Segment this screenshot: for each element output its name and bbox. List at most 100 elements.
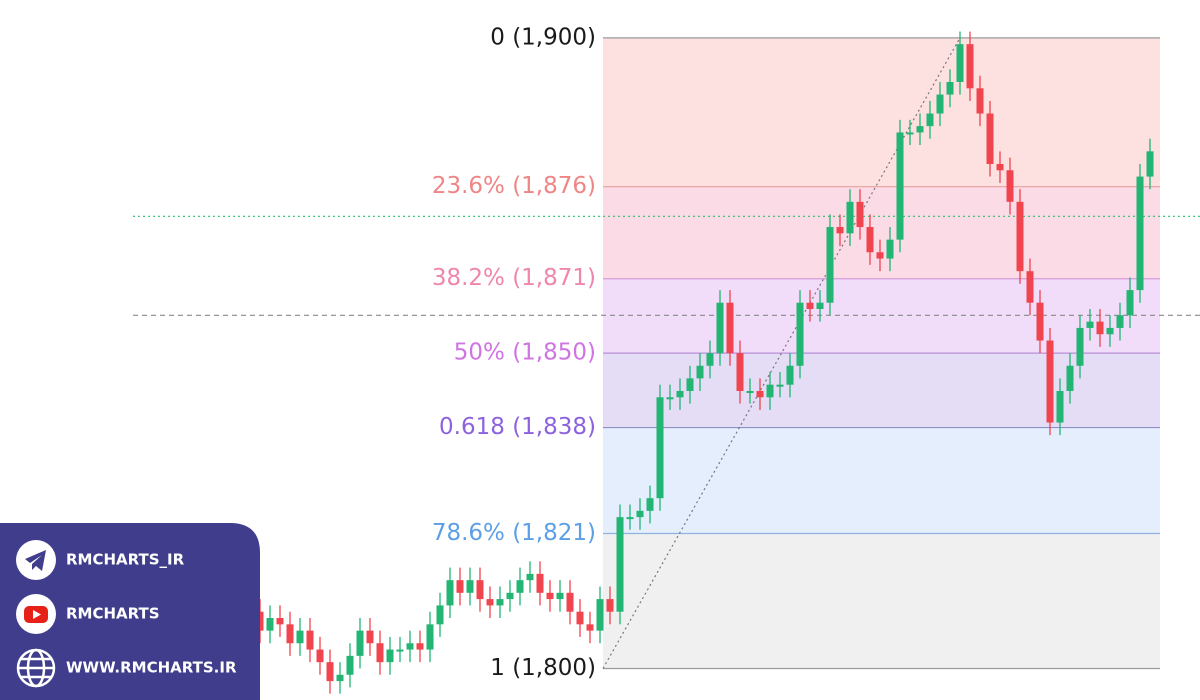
candle-body xyxy=(446,580,454,606)
fib-level-label: 0 (1,900) xyxy=(490,24,596,50)
candle-body xyxy=(936,94,944,114)
fib-band xyxy=(603,533,1160,669)
candle-body xyxy=(866,227,874,253)
candle-body xyxy=(686,378,694,391)
candle-body xyxy=(376,643,384,663)
candle-body xyxy=(886,239,894,259)
fib-band xyxy=(603,427,1160,534)
candle-body xyxy=(1086,321,1094,328)
brand-text: WWW.RMCHARTS.IR xyxy=(66,659,237,677)
candle-body xyxy=(276,618,284,625)
candle-body xyxy=(766,384,774,398)
candle-body xyxy=(476,580,484,600)
candle-body xyxy=(676,390,684,398)
candle-body xyxy=(1056,390,1064,423)
candle-body xyxy=(816,302,824,310)
candle-body xyxy=(1016,201,1024,272)
branding-panel: RMCHARTS_IR RMCHARTS WWW.RMCHARTS.IR xyxy=(0,523,260,700)
candle-body xyxy=(996,163,1004,171)
fib-level-label: 23.6% (1,876) xyxy=(432,173,596,199)
candle-body xyxy=(396,649,404,652)
fib-level-label: 1 (1,800) xyxy=(490,655,596,681)
candle-body xyxy=(666,397,674,400)
fib-band xyxy=(603,37,1160,187)
candle-body xyxy=(536,573,544,593)
candle-body xyxy=(1026,271,1034,303)
candles xyxy=(186,31,1154,694)
candle-body xyxy=(266,618,274,631)
price-markers xyxy=(133,215,1200,316)
candle-body xyxy=(1076,327,1084,366)
candle-body xyxy=(746,390,754,393)
candle-body xyxy=(626,517,634,520)
candle-body xyxy=(1126,290,1134,316)
candle-body xyxy=(926,113,934,127)
candle-body xyxy=(976,88,984,114)
candle-body xyxy=(366,630,374,644)
candle-body xyxy=(306,630,314,650)
candle-body xyxy=(776,384,784,387)
candle-body xyxy=(516,580,524,593)
brand-text: RMCHARTS xyxy=(66,605,160,623)
candle-body xyxy=(1146,151,1154,177)
candle-body xyxy=(826,227,834,303)
candle-body xyxy=(716,302,724,354)
youtube-icon xyxy=(16,594,56,634)
candle-body xyxy=(786,365,794,385)
candle-body xyxy=(656,397,664,499)
candle-body xyxy=(796,302,804,366)
candle-body xyxy=(1066,365,1074,391)
fib-level-label: 78.6% (1,821) xyxy=(432,520,596,546)
candle-body xyxy=(916,126,924,133)
candle-body xyxy=(296,630,304,644)
candle-body xyxy=(1036,302,1044,341)
candle-body xyxy=(876,252,884,259)
candle-body xyxy=(836,227,844,234)
candle-body xyxy=(1096,321,1104,335)
panel-bg xyxy=(0,523,260,700)
candle-body xyxy=(616,517,624,612)
candle-body xyxy=(1006,170,1014,202)
candle-body xyxy=(416,643,424,650)
candle-body xyxy=(576,611,584,625)
fib-bands xyxy=(603,37,1160,669)
candle-body xyxy=(736,353,744,391)
candle-body xyxy=(896,132,904,240)
candle-body xyxy=(526,573,534,581)
candle-body xyxy=(1116,315,1124,328)
telegram-icon xyxy=(16,540,56,580)
candle-body xyxy=(426,624,434,650)
candle-body xyxy=(496,599,504,606)
candle-body xyxy=(346,655,354,675)
fib-level-label: 50% (1,850) xyxy=(454,340,596,366)
candle-body xyxy=(636,510,644,518)
candle-body xyxy=(506,592,514,600)
candle-body xyxy=(456,580,464,593)
candle-body xyxy=(336,674,344,682)
candle-body xyxy=(386,649,394,663)
candle-body xyxy=(906,132,914,135)
globe-icon xyxy=(16,648,56,688)
candle-body xyxy=(756,390,764,398)
candle-body xyxy=(546,592,554,600)
fib-band xyxy=(603,186,1160,279)
fib-band xyxy=(603,278,1160,354)
candle-body xyxy=(646,498,654,511)
fib-levels: 0 (1,900) 23.6% (1,876) 38.2% (1,871) 50% (… xyxy=(432,24,1160,681)
candle-body xyxy=(436,605,444,625)
candle-body xyxy=(556,592,564,600)
candle-body xyxy=(966,44,974,89)
candle-body xyxy=(1046,340,1054,423)
candle-body xyxy=(856,201,864,228)
candle-body xyxy=(466,580,474,593)
candle-body xyxy=(806,302,814,310)
candle-body xyxy=(1136,176,1144,291)
candle-body xyxy=(696,365,704,379)
candle-body xyxy=(406,643,414,650)
candle-body xyxy=(606,599,614,612)
candle-body xyxy=(956,44,964,82)
trend-line xyxy=(602,37,961,669)
candle-body xyxy=(706,353,714,366)
candle-body xyxy=(486,599,494,606)
